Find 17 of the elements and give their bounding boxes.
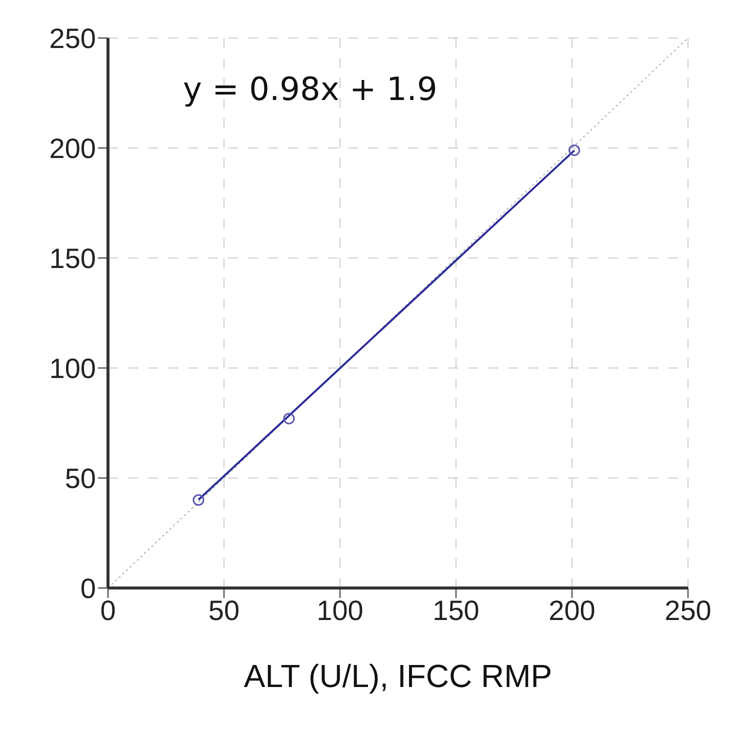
x-tick-label: 150 [432,594,480,626]
y-tick-label: 50 [64,462,96,494]
y-tick-label: 250 [49,22,96,54]
x-tick-label: 200 [548,594,596,626]
point [283,412,295,424]
y-tick-label: 0 [80,572,96,604]
x-tick-label: 100 [316,594,364,626]
y-tick-label: 200 [49,132,96,164]
y-tick-label: 150 [49,242,96,274]
point [568,144,580,156]
x-tick-label: 0 [100,594,116,626]
x-tick-label: 50 [208,594,240,626]
point [192,494,204,506]
x-tick-label: 250 [664,594,712,626]
x-axis-title: ALT (U/L), IFCC RMP [242,658,554,695]
y-tick-label: 100 [49,352,96,384]
annotation: y = 0.98x + 1.9 [183,70,438,108]
